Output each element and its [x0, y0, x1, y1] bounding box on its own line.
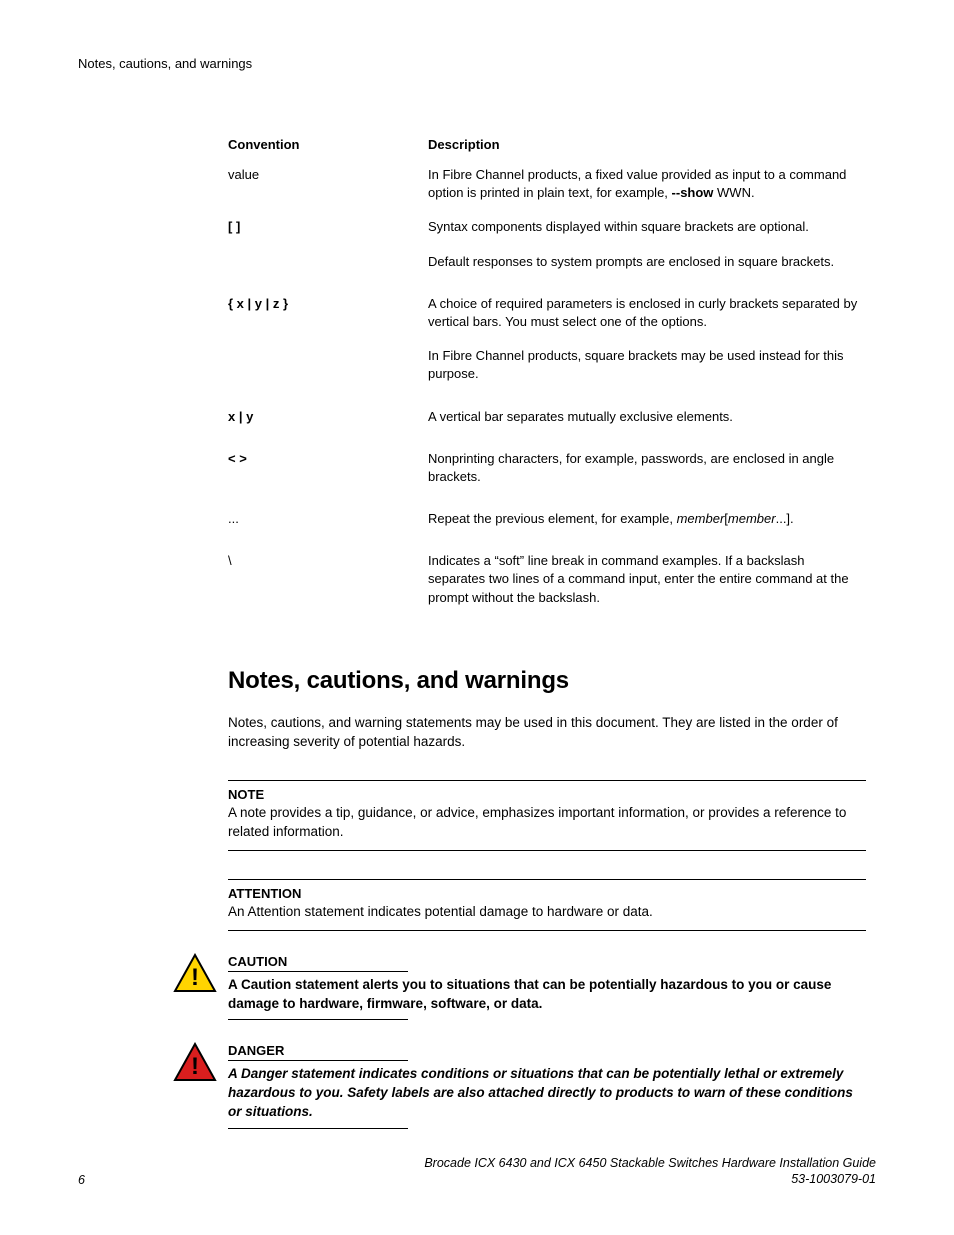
- note-title: NOTE: [228, 787, 866, 802]
- note-block: NOTE A note provides a tip, guidance, or…: [228, 780, 866, 851]
- footer-doc-number: 53-1003079-01: [424, 1171, 876, 1187]
- table-cell-convention: [ ]: [228, 212, 428, 246]
- table-cell-convention: ...: [228, 496, 428, 538]
- table-cell-description: A choice of required parameters is enclo…: [428, 281, 866, 341]
- table-cell-description: In Fibre Channel products, a fixed value…: [428, 160, 866, 212]
- note-text: A note provides a tip, guidance, or advi…: [228, 804, 866, 842]
- table-cell-convention: value: [228, 160, 428, 212]
- footer-doc-title: Brocade ICX 6430 and ICX 6450 Stackable …: [424, 1155, 876, 1171]
- page-footer: 6 Brocade ICX 6430 and ICX 6450 Stackabl…: [78, 1155, 876, 1188]
- table-cell-description: A vertical bar separates mutually exclus…: [428, 394, 866, 436]
- table-cell-description: Repeat the previous element, for example…: [428, 496, 866, 538]
- section-heading: Notes, cautions, and warnings: [228, 667, 866, 695]
- table-header-convention: Convention: [228, 131, 428, 160]
- danger-title: DANGER: [228, 1043, 408, 1061]
- caution-icon: !: [173, 953, 217, 998]
- table-cell-convention: \: [228, 538, 428, 617]
- caution-text: A Caution statement alerts you to situat…: [228, 976, 866, 1014]
- caution-block: ! CAUTION A Caution statement alerts you…: [173, 953, 866, 1021]
- attention-block: ATTENTION An Attention statement indicat…: [228, 879, 866, 931]
- table-cell-convention: [228, 247, 428, 281]
- svg-text:!: !: [191, 964, 199, 991]
- table-cell-description: Default responses to system prompts are …: [428, 247, 866, 281]
- caution-title: CAUTION: [228, 954, 408, 972]
- table-cell-convention: { x | y | z }: [228, 281, 428, 341]
- table-cell-convention: < >: [228, 436, 428, 496]
- attention-title: ATTENTION: [228, 886, 866, 901]
- danger-icon: !: [173, 1042, 217, 1087]
- intro-paragraph: Notes, cautions, and warning statements …: [228, 713, 866, 752]
- table-cell-description: Indicates a “soft” line break in command…: [428, 538, 866, 617]
- table-cell-convention: x | y: [228, 394, 428, 436]
- attention-text: An Attention statement indicates potenti…: [228, 903, 866, 922]
- svg-text:!: !: [191, 1053, 199, 1080]
- page-number: 6: [78, 1173, 85, 1187]
- danger-text: A Danger statement indicates conditions …: [228, 1065, 866, 1122]
- table-cell-description: Syntax components displayed within squar…: [428, 212, 866, 246]
- table-cell-convention: [228, 341, 428, 393]
- danger-block: ! DANGER A Danger statement indicates co…: [173, 1042, 866, 1129]
- running-header: Notes, cautions, and warnings: [78, 56, 876, 71]
- table-cell-description: In Fibre Channel products, square bracke…: [428, 341, 866, 393]
- table-header-description: Description: [428, 131, 866, 160]
- main-content: Convention Description valueIn Fibre Cha…: [228, 131, 866, 1129]
- conventions-table: Convention Description valueIn Fibre Cha…: [228, 131, 866, 617]
- table-cell-description: Nonprinting characters, for example, pas…: [428, 436, 866, 496]
